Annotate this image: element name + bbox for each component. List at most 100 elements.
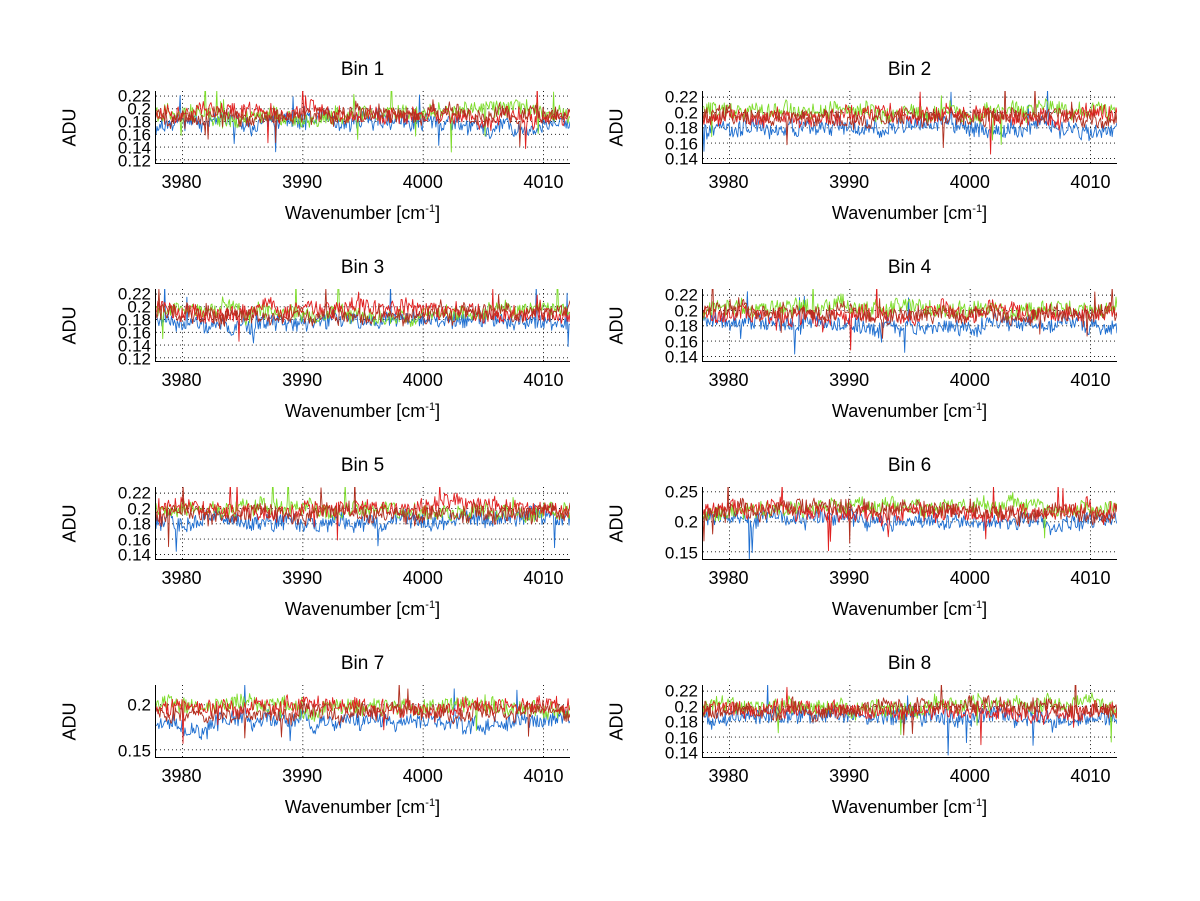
x-tick-label: 4000 <box>949 370 990 390</box>
y-tick-label: 0.2 <box>674 301 698 321</box>
x-axis-label-exponent: -1 <box>425 797 436 809</box>
x-tick-label: 3990 <box>282 568 323 588</box>
y-tick-label: 0.16 <box>664 728 698 748</box>
panel-title-4: Bin 4 <box>887 257 932 278</box>
y-tick-label: 0.14 <box>664 347 698 367</box>
x-axis-label-exponent: -1 <box>972 401 983 413</box>
subplot-panel-2: Bin 2 ADU 0.14 0.16 0.18 0.2 0.22 3980 3990 4000 4… <box>607 58 1150 248</box>
x-tick-labels-8: 3980 3990 4000 4010 <box>702 766 1117 790</box>
panel-title-2: Bin 2 <box>887 59 932 80</box>
x-axis-label-text: Wavenumber [cm <box>284 401 426 421</box>
trace-trace-darkred-panel-6 <box>703 487 1117 544</box>
x-axis-label-exponent: -1 <box>972 797 983 809</box>
y-axis-label-1: ADU <box>59 108 80 147</box>
trace-trace-blue-panel-4 <box>703 291 1117 355</box>
plot-area-7 <box>155 685 570 758</box>
x-tick-label: 3980 <box>161 766 202 786</box>
trace-trace-darkred-panel-1 <box>156 99 570 147</box>
y-axis-label-8: ADU <box>606 702 627 741</box>
trace-trace-red-panel-8 <box>703 686 1117 746</box>
x-tick-label: 3990 <box>829 766 870 786</box>
plot-area-8 <box>702 685 1117 758</box>
y-tick-label: 0.18 <box>664 118 698 138</box>
x-tick-label: 3980 <box>161 568 202 588</box>
x-tick-label: 3990 <box>282 172 323 192</box>
x-tick-label: 4000 <box>402 370 443 390</box>
x-axis-label-exponent: -1 <box>972 203 983 215</box>
y-tick-labels-4: 0.14 0.16 0.18 0.2 0.22 <box>636 285 698 366</box>
trace-trace-darkred-panel-8 <box>703 685 1117 736</box>
x-tick-label: 4010 <box>523 766 564 786</box>
y-tick-label: 0.2 <box>127 297 151 317</box>
x-tick-label: 4010 <box>1070 766 1111 786</box>
y-tick-labels-5: 0.14 0.16 0.18 0.2 0.22 <box>89 485 151 564</box>
trace-trace-blue-panel-6 <box>703 508 1117 559</box>
y-tick-label: 0.16 <box>117 125 151 145</box>
y-tick-label: 0.15 <box>664 543 698 563</box>
x-tick-label: 3990 <box>829 172 870 192</box>
y-tick-label: 0.22 <box>117 284 151 304</box>
x-tick-labels-4: 3980 3990 4000 4010 <box>702 370 1117 394</box>
x-tick-label: 3990 <box>282 370 323 390</box>
x-axis-label-bracket: ] <box>982 203 988 223</box>
x-tick-labels-2: 3980 3990 4000 4010 <box>702 172 1117 196</box>
x-axis-label-bracket: ] <box>982 797 988 817</box>
x-axis-label-8: Wavenumber [cm-1] <box>702 796 1117 818</box>
plot-area-6 <box>702 487 1117 560</box>
x-axis-label-2: Wavenumber [cm-1] <box>702 202 1117 224</box>
x-axis-label-3: Wavenumber [cm-1] <box>155 400 570 422</box>
y-tick-label: 0.12 <box>117 151 151 171</box>
y-tick-label: 0.12 <box>117 349 151 369</box>
trace-trace-blue-panel-5 <box>156 503 570 552</box>
x-axis-label-bracket: ] <box>982 599 988 619</box>
x-tick-label: 4000 <box>402 568 443 588</box>
y-tick-label: 0.2 <box>674 103 698 123</box>
x-axis-label-4: Wavenumber [cm-1] <box>702 400 1117 422</box>
y-tick-label: 0.18 <box>117 310 151 330</box>
panel-title-6: Bin 6 <box>887 455 932 476</box>
y-axis-label-4: ADU <box>606 306 627 345</box>
trace-group-5 <box>156 487 570 552</box>
trace-group-4 <box>703 289 1117 355</box>
y-tick-labels-8: 0.14 0.16 0.18 0.2 0.22 <box>636 683 698 762</box>
subplot-panel-1: Bin 1 ADU 0.12 0.14 0.16 0.18 0.2 0.22 3980 3990 4… <box>55 58 595 248</box>
y-tick-label: 0.14 <box>117 336 151 356</box>
x-tick-labels-1: 3980 3990 4000 4010 <box>155 172 570 196</box>
x-axis-label-text: Wavenumber [cm <box>284 203 426 223</box>
y-tick-label: 0.2 <box>674 697 698 717</box>
trace-trace-darkred-panel-3 <box>156 289 570 329</box>
y-tick-label: 0.14 <box>117 138 151 158</box>
x-axis-label-text: Wavenumber [cm <box>284 797 426 817</box>
y-tick-label: 0.14 <box>664 149 698 169</box>
y-tick-label: 0.22 <box>664 285 698 305</box>
x-axis-label-text: Wavenumber [cm <box>831 797 973 817</box>
subplot-panel-3: Bin 3 ADU 0.12 0.14 0.16 0.18 0.2 0.22 3980 3990 4… <box>55 256 595 446</box>
x-axis-label-7: Wavenumber [cm-1] <box>155 796 570 818</box>
y-tick-label: 0.14 <box>664 743 698 763</box>
x-tick-labels-7: 3980 3990 4000 4010 <box>155 766 570 790</box>
x-tick-label: 3990 <box>282 766 323 786</box>
trace-trace-blue-panel-2 <box>703 91 1117 152</box>
panel-title-1: Bin 1 <box>340 59 385 80</box>
trace-group-6 <box>703 487 1117 559</box>
x-axis-label-1: Wavenumber [cm-1] <box>155 202 570 224</box>
y-tick-label: 0.22 <box>117 86 151 106</box>
x-axis-label-exponent: -1 <box>425 203 436 215</box>
trace-trace-blue-panel-8 <box>703 685 1117 756</box>
x-tick-label: 4010 <box>523 172 564 192</box>
x-tick-labels-6: 3980 3990 4000 4010 <box>702 568 1117 592</box>
y-tick-labels-7: 0.15 0.2 <box>89 685 151 760</box>
x-tick-label: 3990 <box>829 370 870 390</box>
y-tick-labels-2: 0.14 0.16 0.18 0.2 0.22 <box>636 89 698 168</box>
x-tick-label: 3980 <box>161 172 202 192</box>
panel-title-8: Bin 8 <box>887 653 932 674</box>
y-axis-label-3: ADU <box>59 306 80 345</box>
panel-title-3: Bin 3 <box>340 257 385 278</box>
trace-trace-red-panel-2 <box>703 91 1117 155</box>
y-tick-label: 0.18 <box>117 514 151 534</box>
y-tick-label: 0.16 <box>664 332 698 352</box>
x-axis-label-exponent: -1 <box>425 599 436 611</box>
trace-trace-blue-panel-7 <box>156 685 570 742</box>
y-axis-label-7: ADU <box>59 702 80 741</box>
